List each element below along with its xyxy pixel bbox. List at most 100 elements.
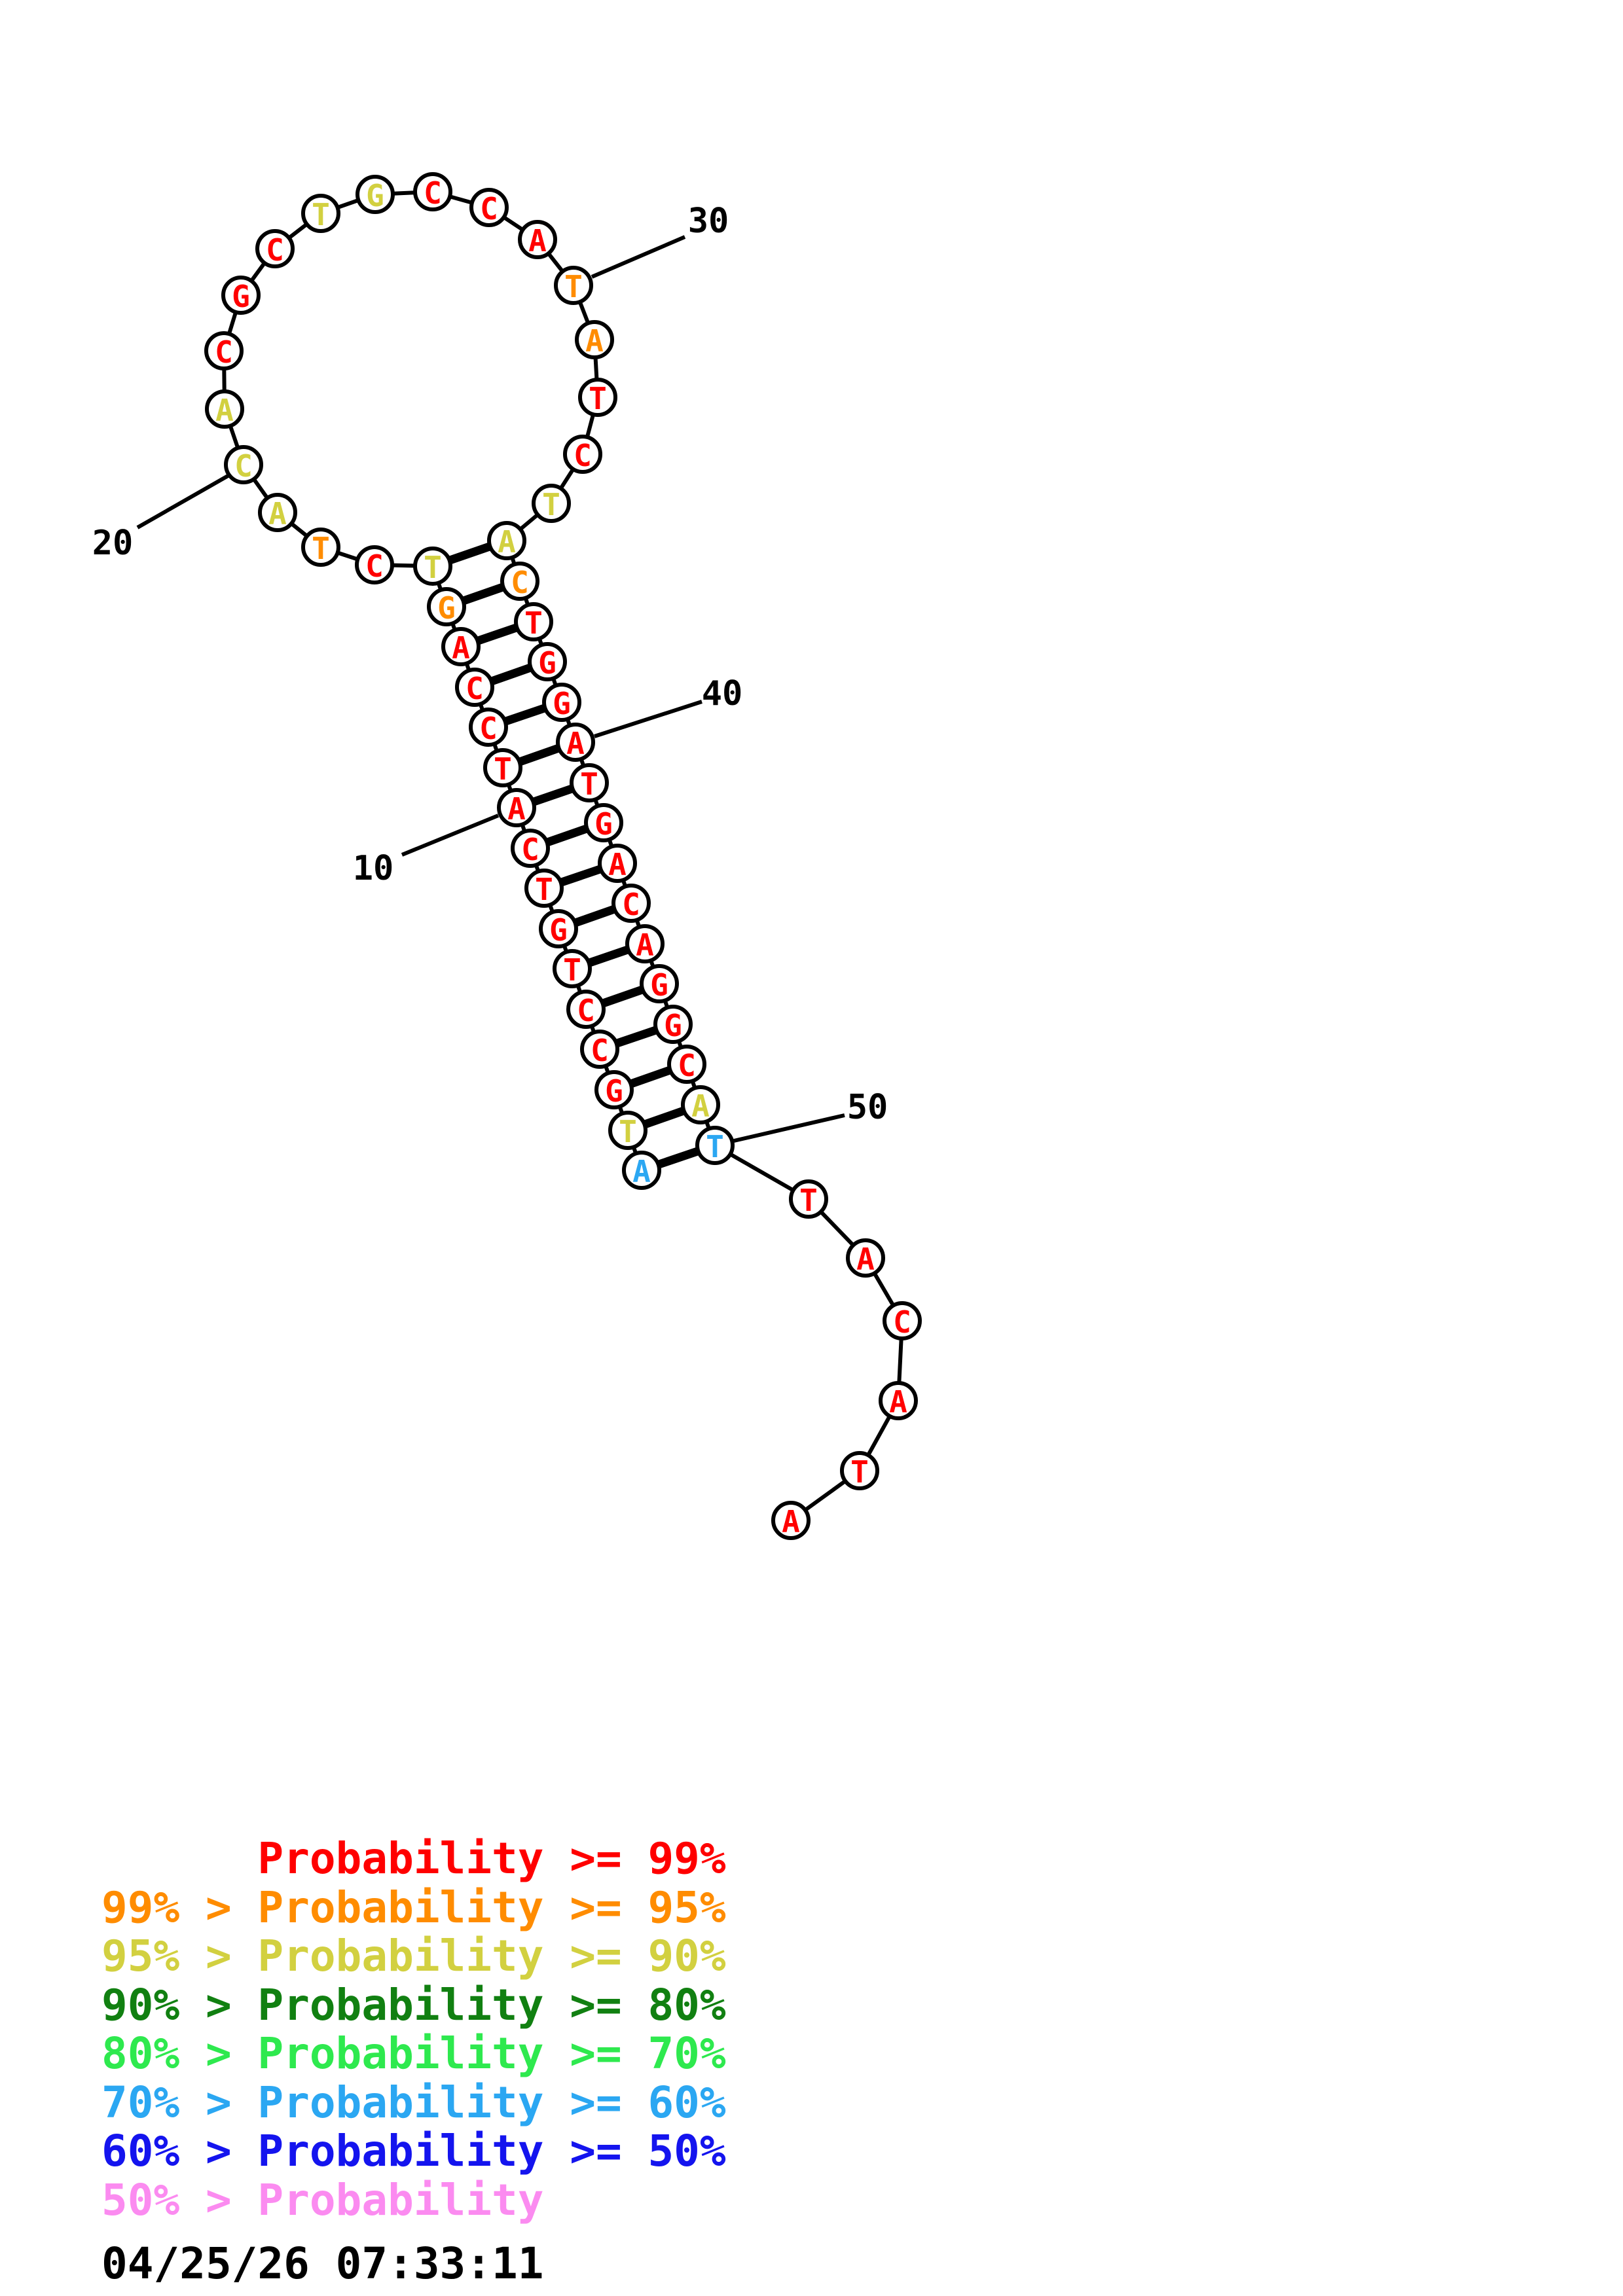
nucleotide-letter: C [365, 548, 384, 584]
nucleotide-circle [539, 909, 578, 948]
nucleotide-circle [528, 642, 567, 681]
nucleotide-letter: C [591, 1033, 609, 1068]
nucleotide-letter: A [566, 726, 585, 761]
legend-row: 50% > Probability [101, 2174, 544, 2225]
nucleotide-circle [441, 627, 481, 666]
nucleotide-letter: T [424, 550, 442, 585]
nucleotide-letter: A [889, 1384, 907, 1420]
nucleotide-circle [356, 175, 395, 214]
nucleotide-circle [469, 708, 508, 747]
nucleotide-circle [224, 445, 263, 484]
nucleotide-letter: C [577, 993, 595, 1028]
nucleotide-letter: G [553, 686, 571, 721]
timestamp: 04/25/26 07:33:11 [101, 2238, 544, 2289]
nucleotide-circle [355, 545, 394, 584]
position-label-line [136, 473, 230, 529]
nucleotide-circle [625, 924, 665, 963]
nucleotide-circle [221, 276, 261, 315]
nucleotide-circle [578, 378, 617, 417]
nucleotide-letter: G [232, 279, 250, 314]
nucleotide-circle [840, 1451, 879, 1490]
nucleotide-letter: A [215, 393, 234, 428]
nucleotide-circle [500, 562, 539, 601]
nucleotide-letter: T [580, 766, 598, 802]
nucleotide-letter: G [650, 967, 668, 1003]
nucleotide-letter: G [366, 178, 384, 213]
nucleotide-circle [511, 829, 550, 868]
position-label-line [591, 235, 686, 279]
nucleotide-letter: T [564, 269, 583, 304]
nucleotide-letter: A [608, 847, 627, 882]
nucleotide-circle [653, 1005, 693, 1044]
nucleotide-circle [566, 990, 606, 1029]
nucleotide-letter: A [452, 630, 470, 666]
nucleotide-letter: C [479, 711, 498, 746]
nucleotide-letter: C [424, 175, 442, 211]
legend-row: 80% > Probability >= 70% [101, 2028, 726, 2079]
nucleotide-circle [204, 331, 244, 370]
nucleotide-circle [258, 493, 297, 532]
nucleotide-circle [789, 1179, 828, 1219]
nucleotide-letter: T [535, 872, 553, 907]
nucleotide-circle [846, 1238, 885, 1278]
nucleotide-letter: C [234, 448, 253, 484]
nucleotide-circle [598, 844, 637, 883]
legend-row: 90% > Probability >= 80% [101, 1979, 726, 2030]
nucleotide-letter: G [549, 912, 568, 948]
nucleotide-letter: T [799, 1183, 818, 1218]
nucleotide-letter: A [528, 223, 547, 259]
nucleotide-circle [205, 389, 244, 429]
nucleotide-circle [681, 1085, 720, 1124]
nucleotide-letter: A [782, 1504, 800, 1539]
nucleotide-letter: T [563, 952, 581, 988]
nucleotide-circle [771, 1501, 811, 1540]
legend-row: 99% > Probability >= 95% [101, 1882, 726, 1933]
position-label: 20 [92, 524, 134, 563]
position-label: 30 [688, 202, 729, 241]
nucleotide-letter: T [524, 605, 543, 641]
nucleotide-letter: G [594, 806, 613, 842]
nucleotide-letter: C [678, 1048, 696, 1083]
nucleotide-letter: T [706, 1129, 724, 1164]
position-label-line [401, 814, 500, 857]
nucleotide-circle [301, 194, 340, 233]
position-label: 10 [353, 849, 394, 888]
position-label: 50 [847, 1088, 888, 1127]
nucleotide-circle [487, 521, 526, 560]
nucleotide-circle [524, 869, 564, 908]
nucleotide-letter: C [465, 671, 484, 706]
nucleotide-letter: C [893, 1304, 911, 1340]
nucleotide-letter: A [585, 323, 604, 359]
legend-row: 60% > Probability >= 50% [101, 2126, 726, 2176]
legend-row: Probability >= 99% [101, 1833, 726, 1884]
nucleotide-circle [580, 1030, 619, 1069]
nucleotide-circle [553, 949, 592, 988]
nucleotide-circle [695, 1126, 735, 1165]
nucleotide-letter: G [664, 1008, 682, 1043]
nucleotide-letter: A [636, 927, 654, 963]
nucleotide-circle [413, 547, 452, 586]
position-label: 40 [702, 674, 743, 713]
nucleotide-letter: A [632, 1154, 651, 1189]
nucleotide-letter: G [538, 645, 556, 681]
nucleotide-letter: C [266, 232, 284, 268]
nucleotide-letter: T [542, 487, 560, 522]
nucleotide-letter: T [619, 1114, 637, 1149]
nucleotide-circle [611, 884, 651, 923]
nucleotide-letter: A [507, 791, 526, 827]
nucleotide-circle [497, 788, 536, 827]
nucleotide-circle [575, 320, 614, 359]
probability-legend: Probability >= 99% 99% > Probability >= 9… [101, 1833, 726, 2225]
nucleotide-letter: A [498, 524, 516, 560]
nucleotide-circle [518, 220, 557, 259]
nucleotide-circle [514, 602, 553, 641]
nucleotide-letter: C [622, 887, 640, 922]
nucleotide-circle [563, 435, 602, 474]
nucleotide-letter: T [850, 1454, 869, 1490]
nucleotide-letter: A [268, 496, 287, 531]
nucleotide-circle [301, 528, 340, 567]
nucleotide-circle [584, 803, 623, 842]
legend-row: 70% > Probability >= 60% [101, 2077, 726, 2128]
nucleotide-circle [570, 763, 609, 802]
